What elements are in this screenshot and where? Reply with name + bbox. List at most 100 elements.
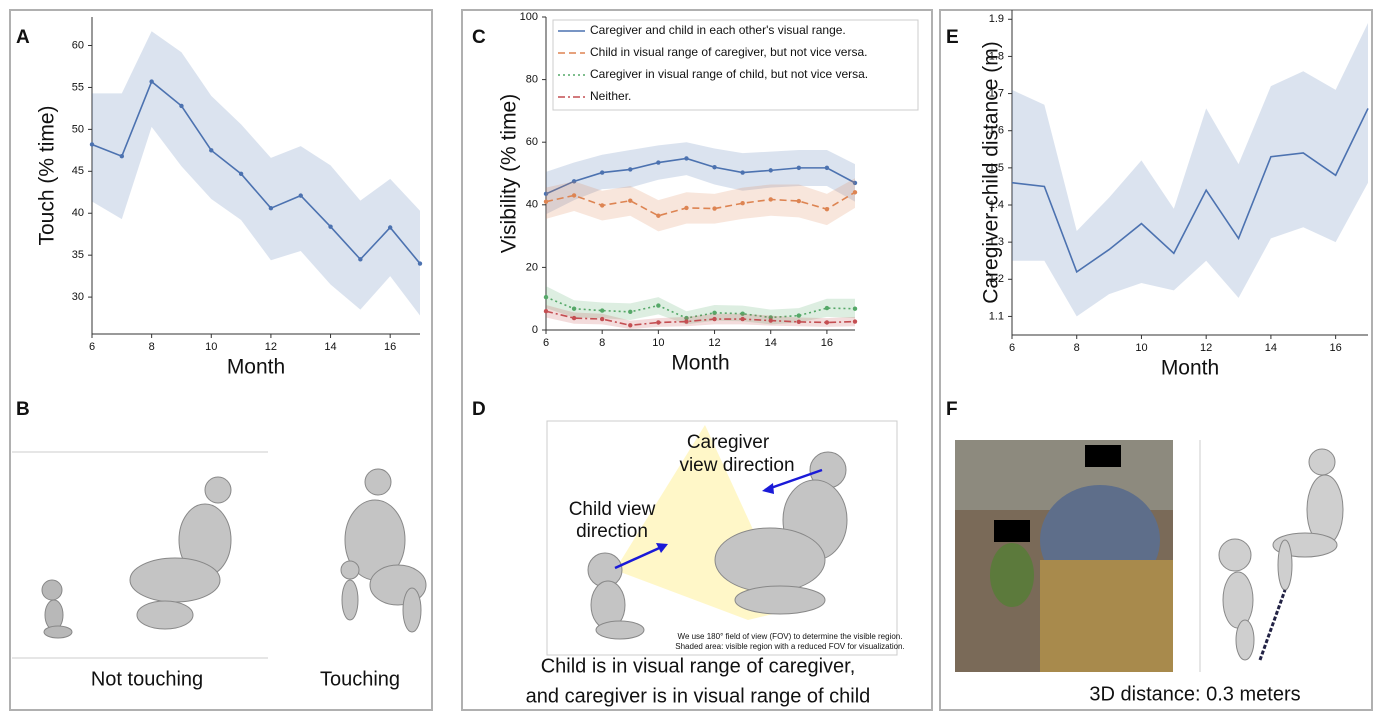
data-point xyxy=(825,166,829,170)
y-tick-label: 35 xyxy=(72,249,84,261)
confidence-band xyxy=(1012,23,1368,316)
data-point xyxy=(656,160,660,164)
data-point xyxy=(656,303,660,307)
data-point xyxy=(684,156,688,160)
x-tick-label: 6 xyxy=(543,337,549,349)
data-point xyxy=(90,142,94,146)
y-tick-label: 30 xyxy=(72,291,84,303)
y-axis-label: Visibility (% time) xyxy=(498,94,521,253)
y-tick-label: 0 xyxy=(532,324,538,336)
panel-letter: B xyxy=(16,399,30,420)
data-point xyxy=(120,154,124,158)
data-point xyxy=(358,257,362,261)
x-tick-label: 10 xyxy=(205,341,217,353)
data-point xyxy=(656,320,660,324)
label: view direction xyxy=(679,455,794,476)
x-tick-label: 14 xyxy=(765,337,777,349)
data-point xyxy=(628,323,632,327)
data-point xyxy=(853,190,857,194)
x-tick-label: 10 xyxy=(652,337,664,349)
baby-figure xyxy=(42,580,72,638)
x-tick-label: 8 xyxy=(599,337,605,349)
data-point xyxy=(544,295,548,299)
data-point xyxy=(179,104,183,108)
data-point xyxy=(149,79,153,83)
data-point xyxy=(269,206,273,210)
panel-letter: F xyxy=(946,399,958,420)
y-tick-label: 80 xyxy=(526,74,538,86)
data-point xyxy=(544,199,548,203)
face-mask xyxy=(1085,445,1121,467)
y-axis-label: Touch (% time) xyxy=(36,105,59,245)
data-point xyxy=(712,317,716,321)
data-point xyxy=(572,193,576,197)
data-point xyxy=(853,319,857,323)
data-point xyxy=(328,224,332,228)
data-point xyxy=(600,203,604,207)
panel-letter: C xyxy=(472,27,486,48)
label: Touching xyxy=(320,668,400,690)
data-point xyxy=(628,310,632,314)
label: Child view xyxy=(569,499,656,520)
data-point xyxy=(769,197,773,201)
data-point xyxy=(572,307,576,311)
y-tick-label: 40 xyxy=(526,199,538,211)
data-point xyxy=(628,167,632,171)
x-tick-label: 12 xyxy=(708,337,720,349)
x-tick-label: 14 xyxy=(324,341,336,353)
caption: 3D distance: 0.3 meters xyxy=(1089,683,1300,705)
panel-letter: E xyxy=(946,27,959,48)
x-tick-label: 14 xyxy=(1265,342,1277,354)
data-point xyxy=(299,193,303,197)
data-point xyxy=(740,201,744,205)
caption: Child is in visual range of caregiver, xyxy=(541,655,856,677)
x-tick-label: 6 xyxy=(89,341,95,353)
x-tick-label: 16 xyxy=(821,337,833,349)
face-mask xyxy=(994,520,1030,542)
data-point xyxy=(797,166,801,170)
x-tick-label: 12 xyxy=(1200,342,1212,354)
y-tick-label: 60 xyxy=(72,39,84,51)
x-tick-label: 8 xyxy=(1074,342,1080,354)
x-axis-label: Month xyxy=(227,356,285,379)
x-tick-label: 16 xyxy=(1330,342,1342,354)
y-tick-label: 40 xyxy=(72,207,84,219)
data-point xyxy=(418,261,422,265)
data-point xyxy=(825,306,829,310)
note: Shaded area: visible region with a reduc… xyxy=(675,642,904,651)
data-point xyxy=(712,206,716,210)
x-axis-label: Month xyxy=(671,352,729,375)
caregiver-figure xyxy=(130,477,231,629)
data-point xyxy=(209,148,213,152)
y-tick-label: 1.9 xyxy=(989,13,1004,25)
data-point xyxy=(600,170,604,174)
photo-chair xyxy=(1040,560,1173,672)
data-point xyxy=(797,320,801,324)
distance-line xyxy=(1260,590,1285,660)
y-tick-label: 1.1 xyxy=(989,310,1004,322)
x-axis-label: Month xyxy=(1161,357,1219,380)
data-point xyxy=(684,319,688,323)
figure: B Not touching Touching D Caregiver view… xyxy=(0,0,1375,711)
label: Not touching xyxy=(91,668,203,690)
confidence-band xyxy=(92,31,420,315)
data-point xyxy=(572,316,576,320)
legend-label: Child in visual range of caregiver, but … xyxy=(590,45,867,59)
data-point xyxy=(740,317,744,321)
data-point xyxy=(825,207,829,211)
x-tick-label: 6 xyxy=(1009,342,1015,354)
data-point xyxy=(239,172,243,176)
data-point xyxy=(544,309,548,313)
y-tick-label: 100 xyxy=(520,11,538,23)
y-axis-label: Caregiver-child distance (m) xyxy=(980,41,1003,304)
y-tick-label: 20 xyxy=(526,261,538,273)
photo-child xyxy=(990,543,1034,607)
x-tick-label: 8 xyxy=(149,341,155,353)
legend-label: Caregiver and child in each other's visu… xyxy=(590,23,846,37)
y-tick-label: 60 xyxy=(526,136,538,148)
data-point xyxy=(797,199,801,203)
x-tick-label: 16 xyxy=(384,341,396,353)
note: We use 180° field of view (FOV) to deter… xyxy=(678,632,903,641)
data-point xyxy=(712,165,716,169)
data-point xyxy=(797,313,801,317)
